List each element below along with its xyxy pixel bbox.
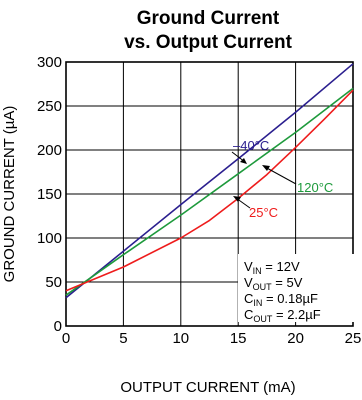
condition-line: VOUT = 5V: [244, 275, 303, 292]
series-line-0: [65, 63, 354, 299]
series-label-120: 120°C: [297, 180, 333, 195]
chart-title-line-1: Ground Current: [137, 8, 280, 29]
y-tick-label: 150: [37, 186, 62, 203]
conditions-box-background: [238, 254, 354, 322]
condition-line: CIN = 0.18µF: [244, 291, 318, 308]
plot-frame: [65, 61, 354, 327]
arrowhead-120: [262, 165, 270, 171]
x-tick-label: 5: [119, 330, 127, 347]
y-tick-label: 250: [37, 98, 62, 115]
y-tick-label: 100: [37, 230, 62, 247]
x-tick-label: 10: [172, 330, 189, 347]
x-tick-label: 0: [62, 330, 70, 347]
y-tick-label: 300: [37, 54, 62, 71]
series-label-minus40: –40°C: [233, 138, 269, 153]
grid: [66, 62, 353, 326]
arrow-120: [264, 166, 297, 185]
arrowhead-minus40: [240, 158, 247, 164]
y-tick-label: 200: [37, 142, 62, 159]
x-axis-label: OUTPUT CURRENT (mA): [120, 379, 295, 396]
x-tick-label: 25: [345, 330, 362, 347]
y-tick-label: 0: [54, 318, 62, 335]
series-label-25: 25°C: [249, 205, 278, 220]
chart-title-line-2: vs. Output Current: [124, 32, 293, 53]
condition-line: COUT = 2.2µF: [244, 307, 321, 324]
x-tick-label: 20: [287, 330, 304, 347]
y-tick-label: 50: [45, 274, 62, 291]
arrowhead-25: [233, 196, 241, 202]
x-tick-label: 15: [230, 330, 247, 347]
y-axis-label: GROUND CURRENT (µA): [1, 106, 18, 283]
condition-line: VIN = 12V: [244, 259, 300, 276]
series-annotations: –40°C 120°C 25°C: [231, 138, 333, 220]
series-line-1: [65, 87, 354, 296]
